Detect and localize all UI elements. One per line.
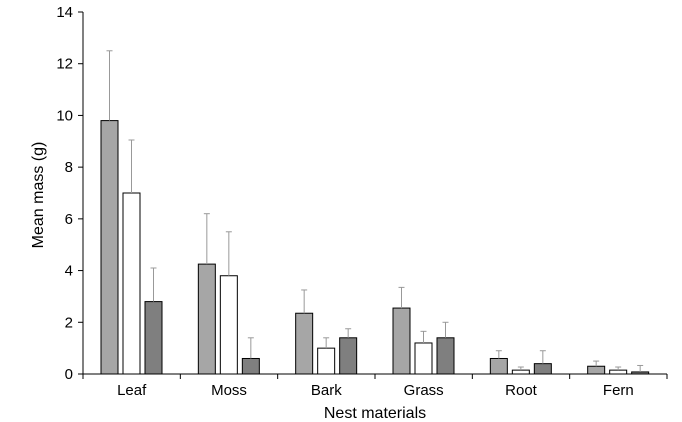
y-tick-label: 14 (56, 4, 73, 21)
y-ticks: 0 2 4 6 8 10 12 14 (56, 4, 83, 383)
y-axis-title: Mean mass (g) (30, 142, 47, 249)
bar-fern-s1 (587, 365, 606, 375)
bars-layer (100, 120, 650, 375)
bar-root-s2 (511, 369, 530, 375)
y-tick-label: 12 (56, 56, 73, 73)
y-tick-label: 8 (65, 159, 73, 176)
x-tick-label: Bark (311, 382, 342, 399)
x-ticks: Leaf Moss Bark Grass Root Fern (82, 374, 668, 399)
y-tick-label: 4 (65, 263, 73, 280)
bar-bark-s3 (339, 337, 358, 375)
y-tick-label: 0 (65, 366, 73, 383)
y-tick-label: 2 (65, 314, 73, 331)
x-tick-label: Leaf (117, 382, 147, 399)
bar-moss-s1 (197, 263, 216, 375)
error-bars-layer (106, 50, 644, 372)
bar-leaf-s2 (122, 192, 141, 375)
bar-moss-s2 (219, 275, 238, 375)
bar-fern-s2 (609, 369, 628, 375)
x-tick-label: Grass (404, 382, 444, 399)
bar-root-s3 (533, 363, 552, 375)
x-tick-label: Fern (603, 382, 634, 399)
bar-grass-s3 (436, 337, 455, 375)
bar-leaf-s1 (100, 120, 119, 375)
bar-bark-s2 (317, 347, 336, 375)
x-tick-label: Root (505, 382, 538, 399)
bar-leaf-s3 (144, 301, 163, 375)
y-tick-label: 6 (65, 211, 73, 228)
x-axis-title: Nest materials (324, 405, 426, 422)
bar-moss-s3 (241, 357, 260, 375)
x-tick-label: Moss (211, 382, 247, 399)
bar-root-s1 (489, 357, 508, 375)
bar-grass-s2 (414, 342, 433, 375)
bar-bark-s1 (295, 312, 314, 375)
y-tick-label: 10 (56, 107, 73, 124)
bar-grass-s1 (392, 307, 411, 375)
